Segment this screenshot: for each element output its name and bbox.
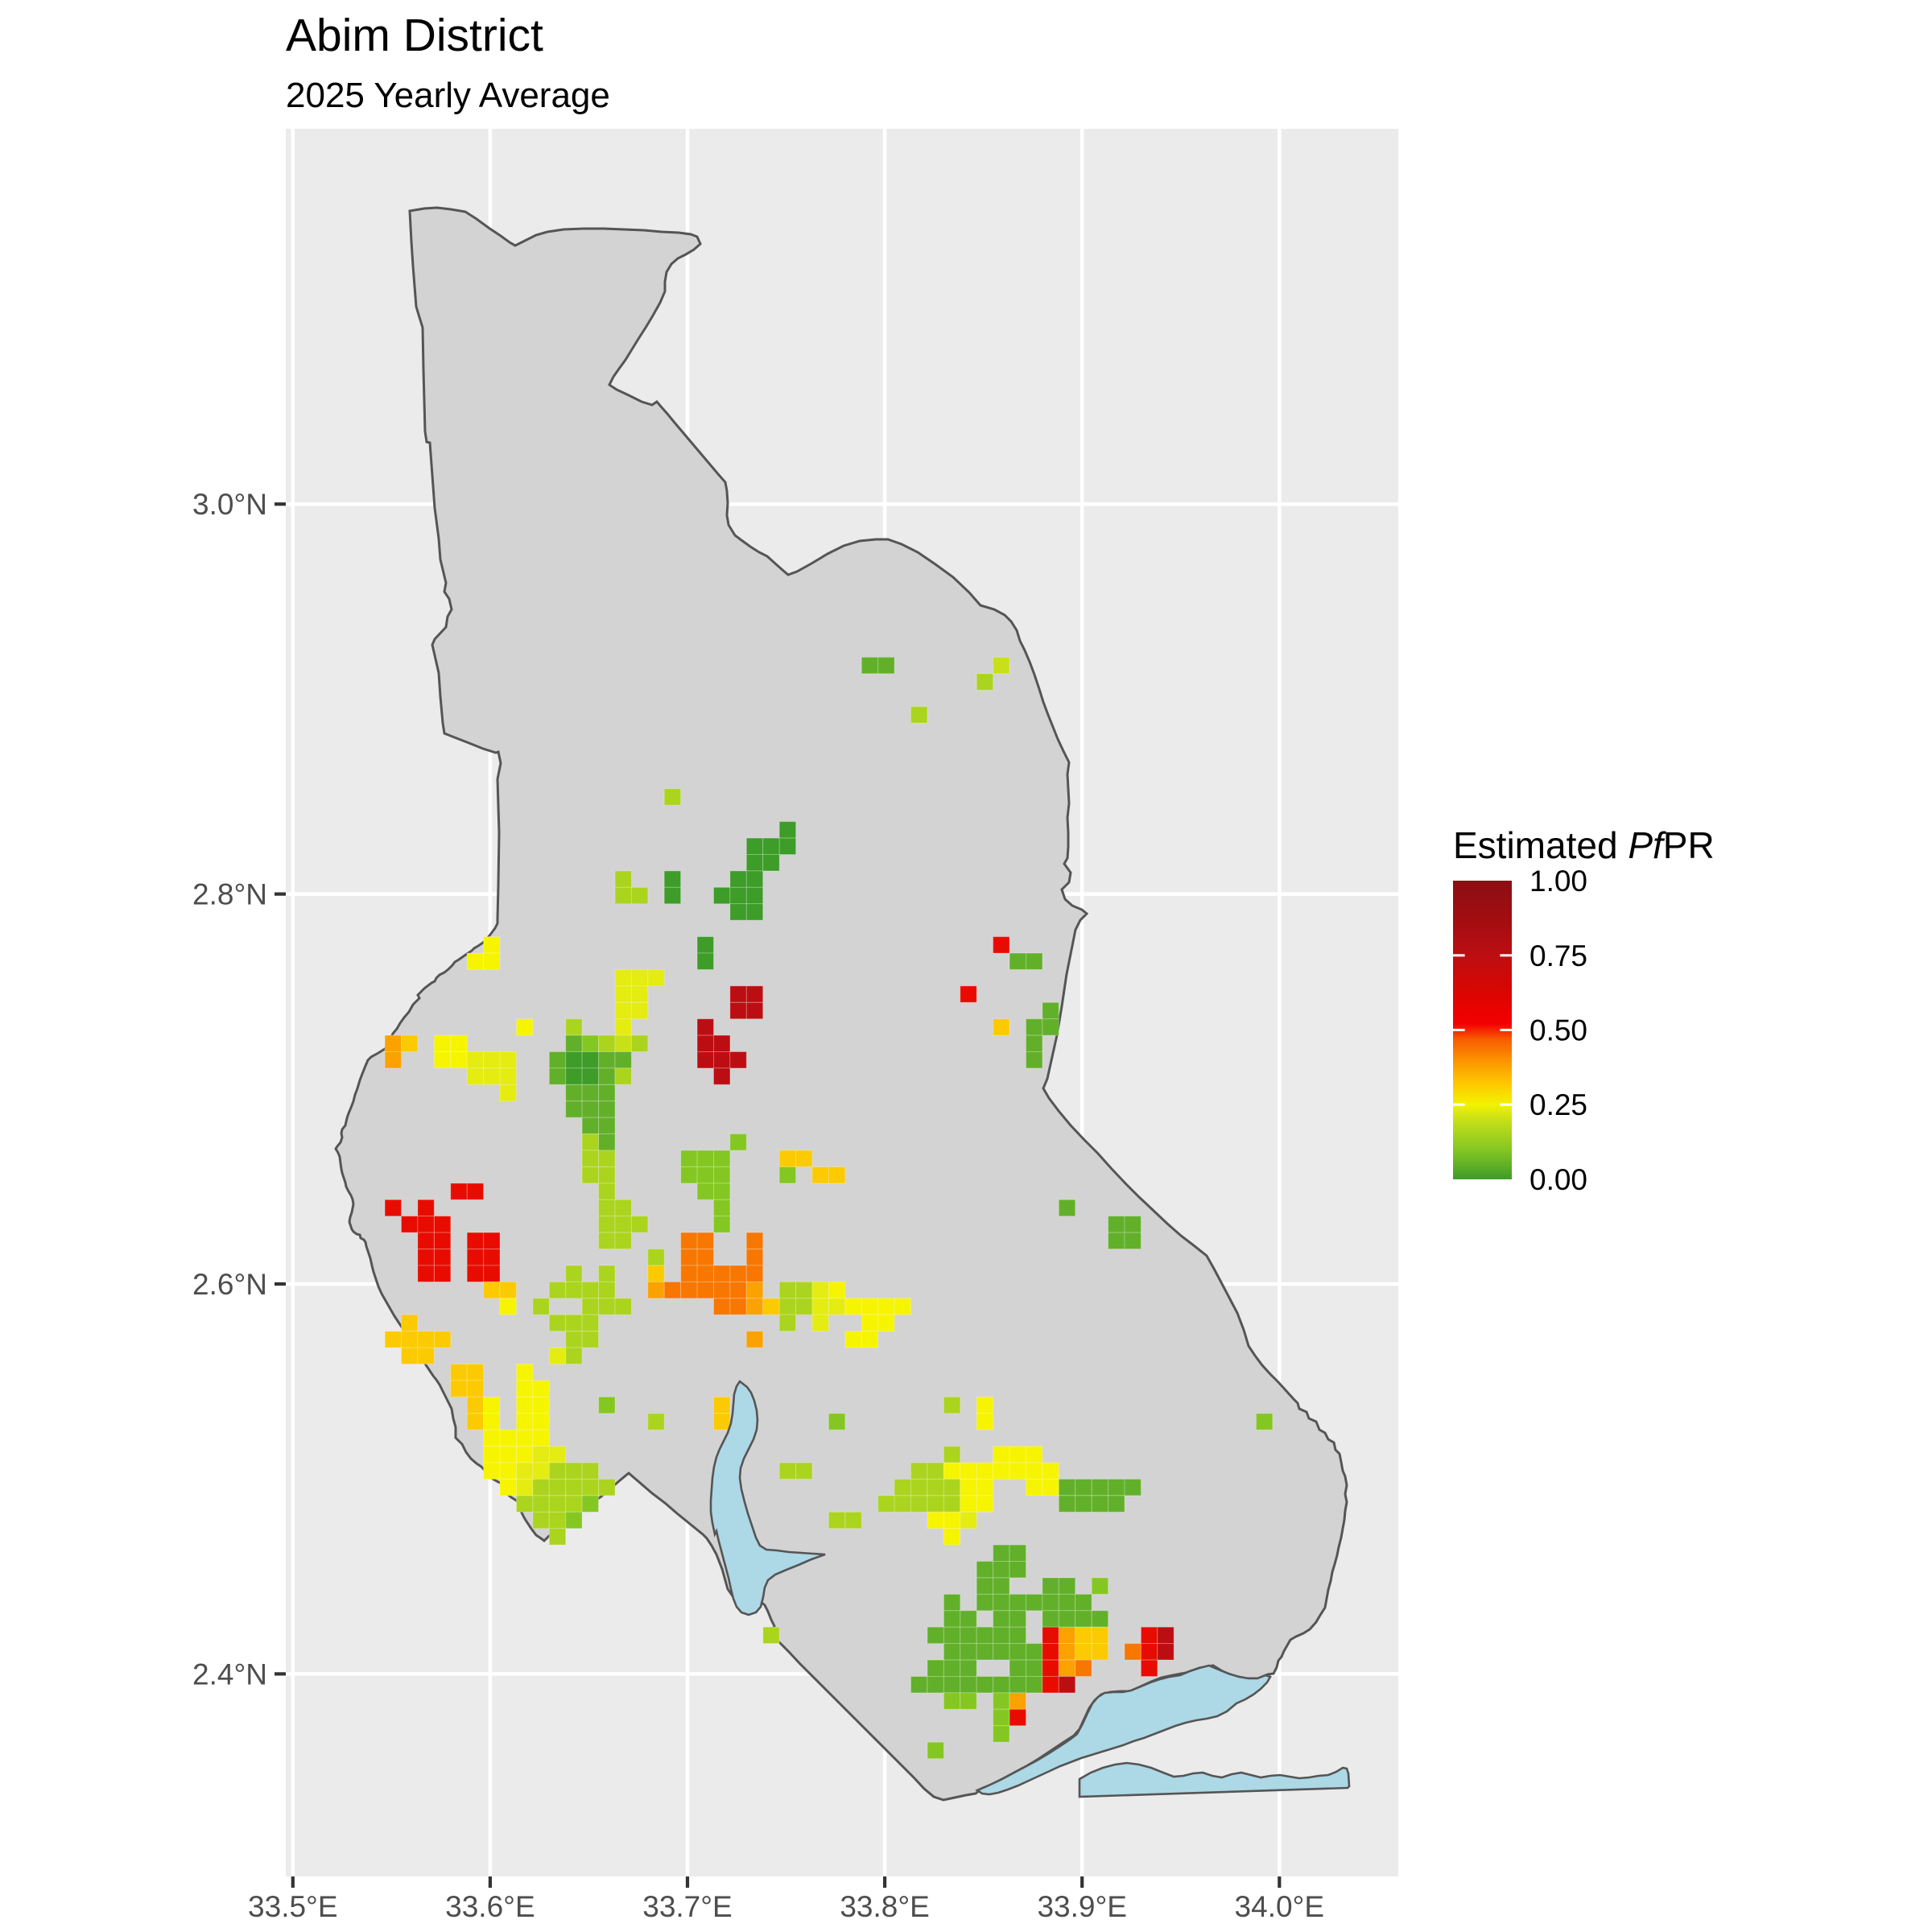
svg-text:34.0°E: 34.0°E (1235, 1890, 1325, 1923)
svg-text:2.8°N: 2.8°N (192, 878, 267, 911)
svg-text:0.50: 0.50 (1530, 1014, 1587, 1047)
svg-text:2025 Yearly Average: 2025 Yearly Average (286, 76, 610, 115)
svg-text:3.0°N: 3.0°N (192, 488, 267, 521)
svg-text:2.6°N: 2.6°N (192, 1268, 267, 1301)
svg-text:0.00: 0.00 (1530, 1163, 1587, 1196)
svg-text:Abim District: Abim District (286, 10, 543, 61)
svg-text:33.9°E: 33.9°E (1037, 1890, 1127, 1923)
svg-text:2.4°N: 2.4°N (192, 1657, 267, 1690)
svg-text:33.5°E: 33.5°E (248, 1890, 338, 1923)
svg-text:33.6°E: 33.6°E (445, 1890, 535, 1923)
svg-text:Estimated PfPR: Estimated PfPR (1453, 824, 1715, 866)
svg-text:33.8°E: 33.8°E (840, 1890, 930, 1923)
svg-text:33.7°E: 33.7°E (642, 1890, 733, 1923)
svg-text:0.25: 0.25 (1530, 1088, 1587, 1121)
svg-text:0.75: 0.75 (1530, 939, 1587, 972)
svg-text:1.00: 1.00 (1530, 865, 1587, 898)
